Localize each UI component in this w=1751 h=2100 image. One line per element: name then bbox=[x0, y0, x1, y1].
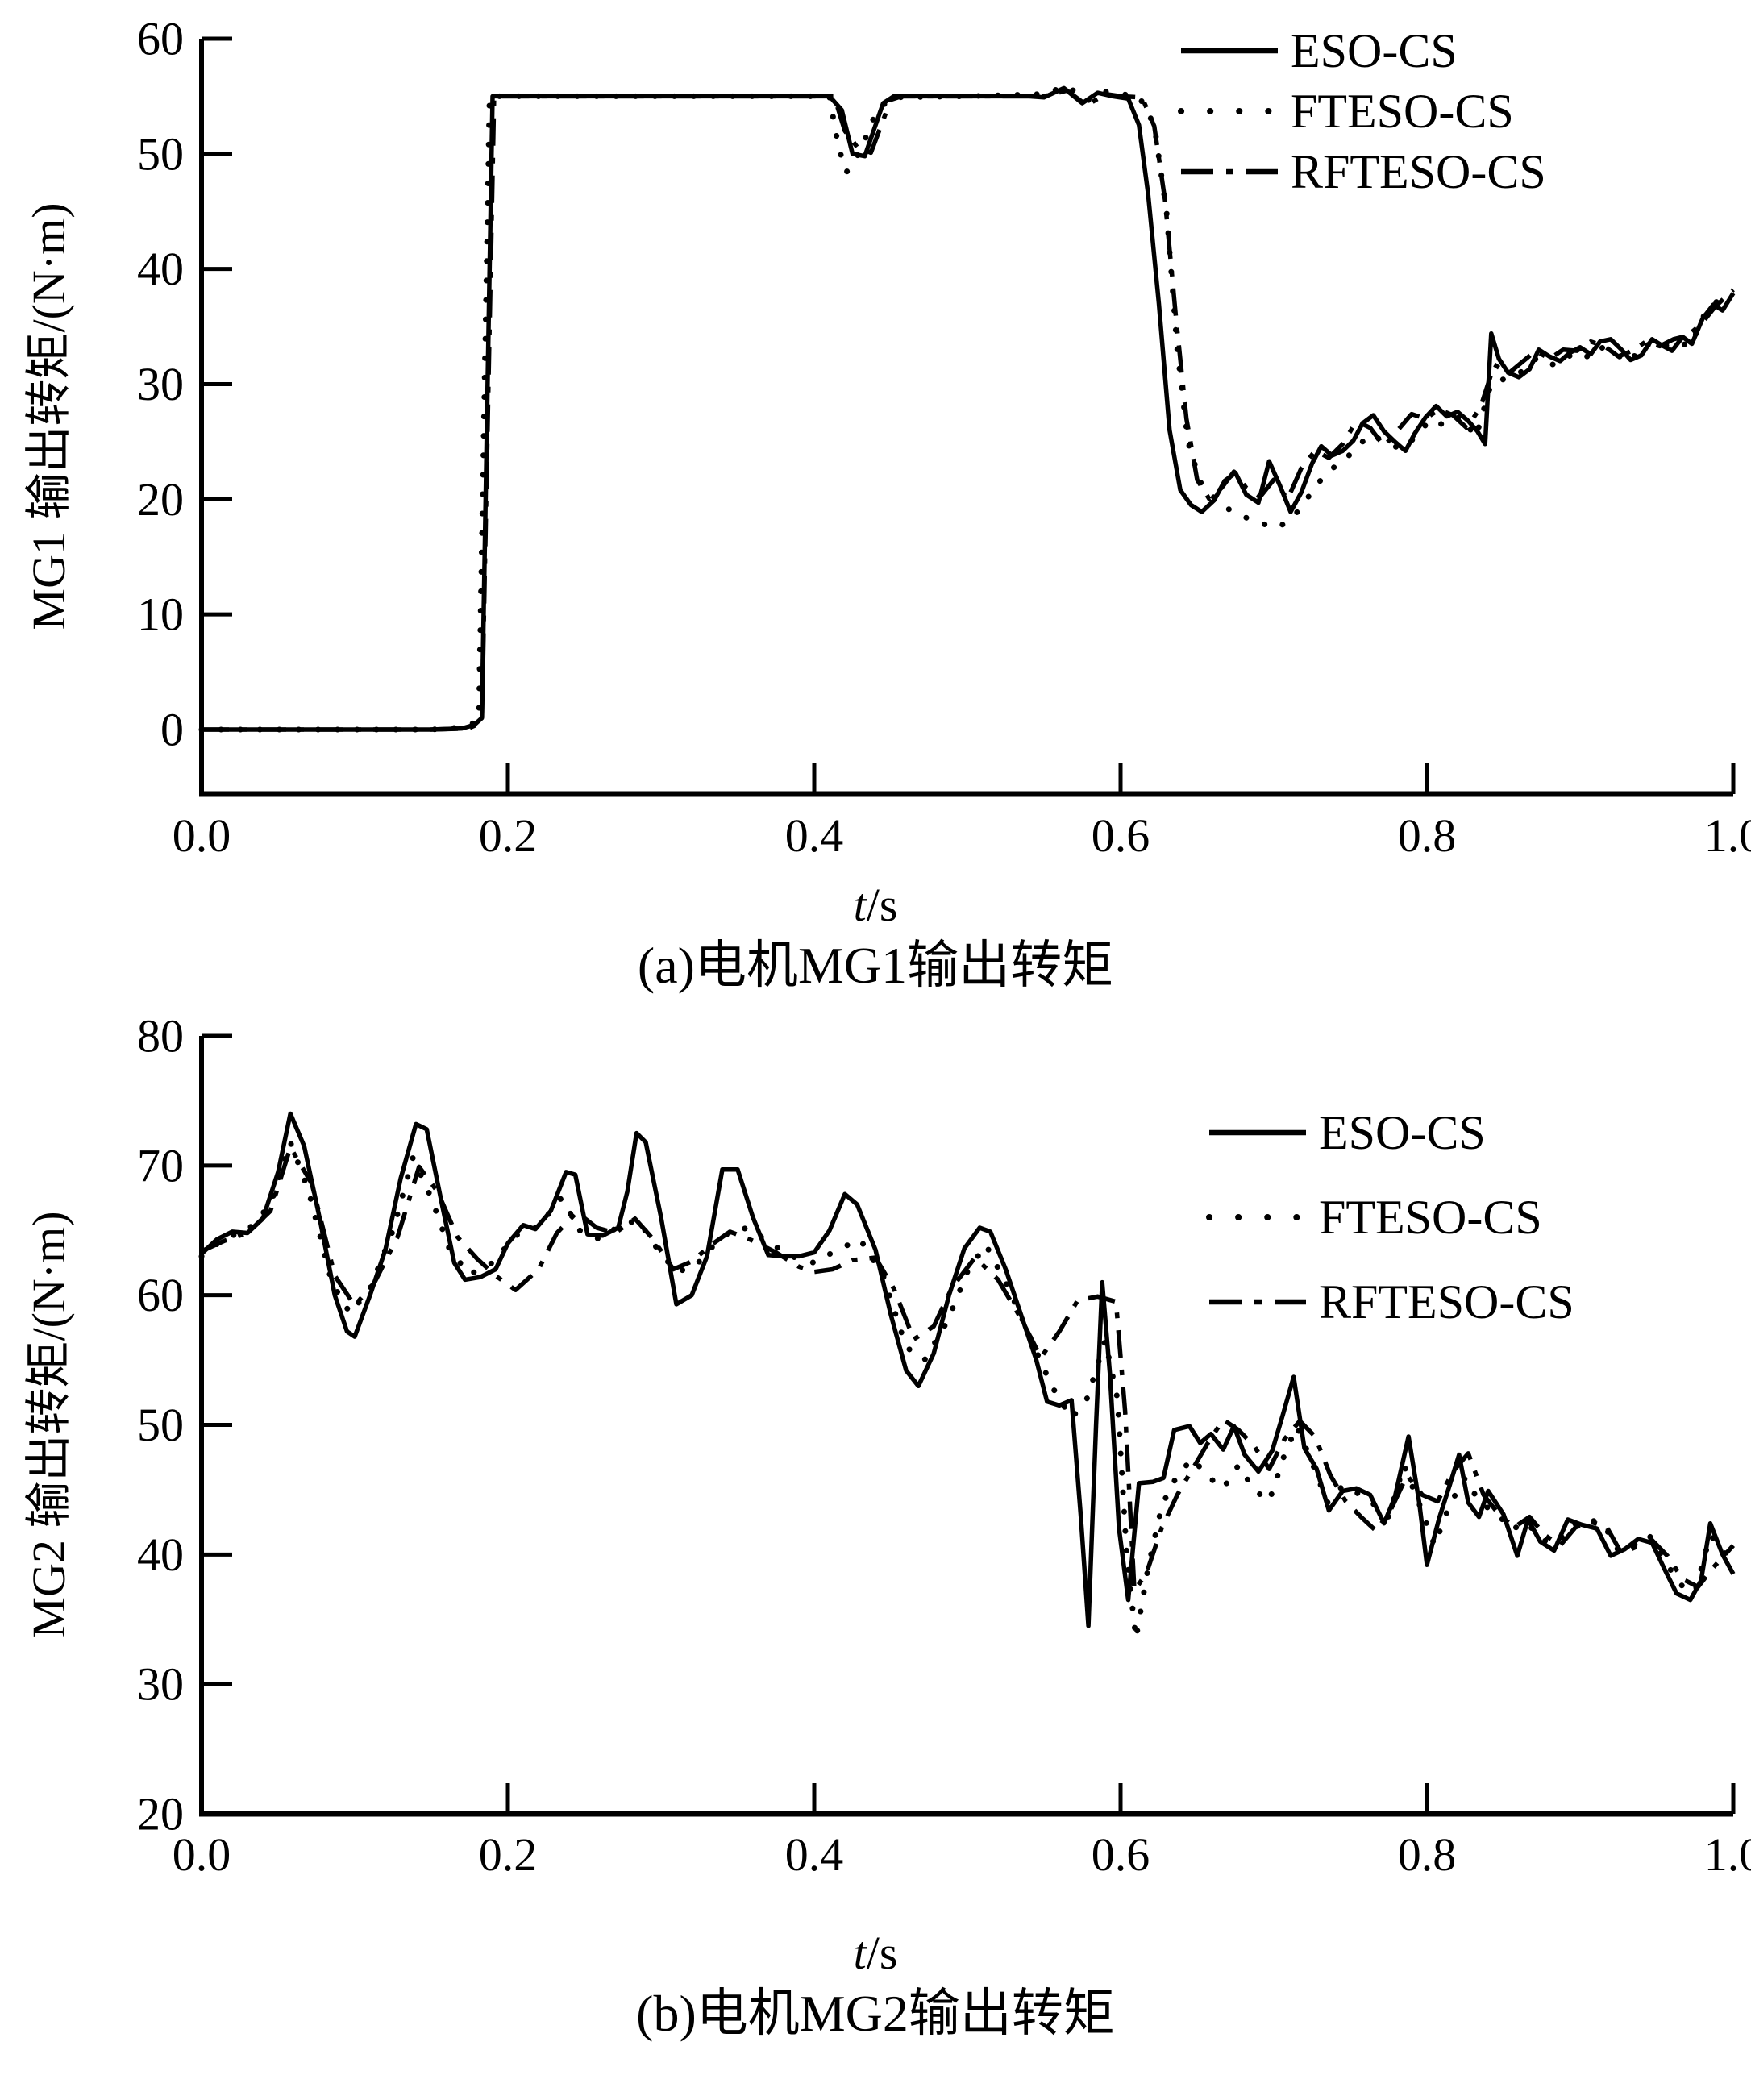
y-tick-label: 10 bbox=[137, 588, 184, 641]
x-tick-label: 0.4 bbox=[785, 1828, 844, 1881]
mg2-x-axis-title-unit: /s bbox=[866, 1927, 898, 1979]
mg1-caption: (a)电机MG1输出转矩 bbox=[637, 937, 1114, 994]
y-tick-label: 20 bbox=[137, 1788, 184, 1840]
y-tick-label: 50 bbox=[137, 127, 184, 180]
legend-label: ESO-CS bbox=[1291, 24, 1458, 77]
legend-label: FTESO-CS bbox=[1319, 1191, 1542, 1244]
legend-label: ESO-CS bbox=[1319, 1106, 1486, 1159]
y-tick-label: 20 bbox=[137, 473, 184, 526]
series-line-eso-cs bbox=[200, 1111, 1736, 1628]
y-tick-label: 60 bbox=[137, 13, 184, 65]
x-tick-label: 0.0 bbox=[173, 809, 231, 862]
y-tick-label: 30 bbox=[137, 1658, 184, 1711]
series-line-fteso-cs bbox=[198, 1139, 1736, 1642]
x-tick-label: 0.6 bbox=[1092, 1828, 1150, 1881]
x-tick-label: 0.2 bbox=[479, 809, 538, 862]
mg1-chart-plot: 0 10 20 30 40 50 60 0.0 0.2 0.4 0.6 0.8 1.0 MG1 输出转矩/… bbox=[23, 13, 1751, 862]
x-tick-label: 0.8 bbox=[1398, 1828, 1457, 1881]
y-tick-label: 60 bbox=[137, 1269, 184, 1321]
y-axis-title: MG2 输出转矩/(N·m) bbox=[23, 1211, 75, 1638]
legend-label: FTESO-CS bbox=[1291, 85, 1514, 138]
x-tick-label: 0.0 bbox=[173, 1828, 231, 1881]
chart-mg1: 0 10 20 30 40 50 60 0.0 0.2 0.4 0.6 0.8 1.0 MG1 输出转矩/… bbox=[0, 0, 1751, 1000]
series-line-eso-cs bbox=[202, 85, 1736, 732]
legend-label: RFTESO-CS bbox=[1319, 1275, 1574, 1329]
mg1-x-axis-title-unit: /s bbox=[866, 879, 898, 931]
y-tick-label: 80 bbox=[137, 1010, 184, 1062]
mg1-x-axis-title-variable: t bbox=[853, 879, 867, 931]
chart-mg2: 20 30 40 50 60 70 80 0.0 0.2 0.4 0.6 0.8 1.0 MG2 输出转矩… bbox=[0, 1000, 1751, 2048]
y-tick-label: 30 bbox=[137, 358, 184, 410]
y-axis-title: MG1 输出转矩/(N·m) bbox=[23, 202, 75, 630]
legend-label: RFTESO-CS bbox=[1291, 145, 1546, 198]
y-tick-label: 70 bbox=[137, 1139, 184, 1191]
x-tick-label: 0.8 bbox=[1398, 809, 1457, 862]
x-tick-label: 1.0 bbox=[1704, 809, 1751, 862]
x-tick-label: 0.2 bbox=[479, 1828, 538, 1881]
y-tick-label: 40 bbox=[137, 243, 184, 295]
mg2-chart-plot: 20 30 40 50 60 70 80 0.0 0.2 0.4 0.6 0.8 1.0 MG2 输出转矩… bbox=[23, 1010, 1751, 1881]
mg2-caption: (b)电机MG2输出转矩 bbox=[636, 1985, 1115, 2042]
y-tick-label: 40 bbox=[137, 1528, 184, 1581]
series-line-rfteso-cs bbox=[202, 88, 1735, 732]
mg2-x-axis-title: t/s bbox=[0, 1927, 1751, 1980]
mg2-x-axis-title-variable: t bbox=[853, 1927, 867, 1979]
x-tick-label: 0.4 bbox=[785, 809, 844, 862]
x-tick-label: 0.6 bbox=[1092, 809, 1150, 862]
mg1-x-axis-title: t/s bbox=[0, 879, 1751, 932]
x-tick-label: 1.0 bbox=[1704, 1828, 1751, 1881]
y-tick-label: 0 bbox=[160, 704, 184, 756]
y-tick-label: 50 bbox=[137, 1399, 184, 1451]
